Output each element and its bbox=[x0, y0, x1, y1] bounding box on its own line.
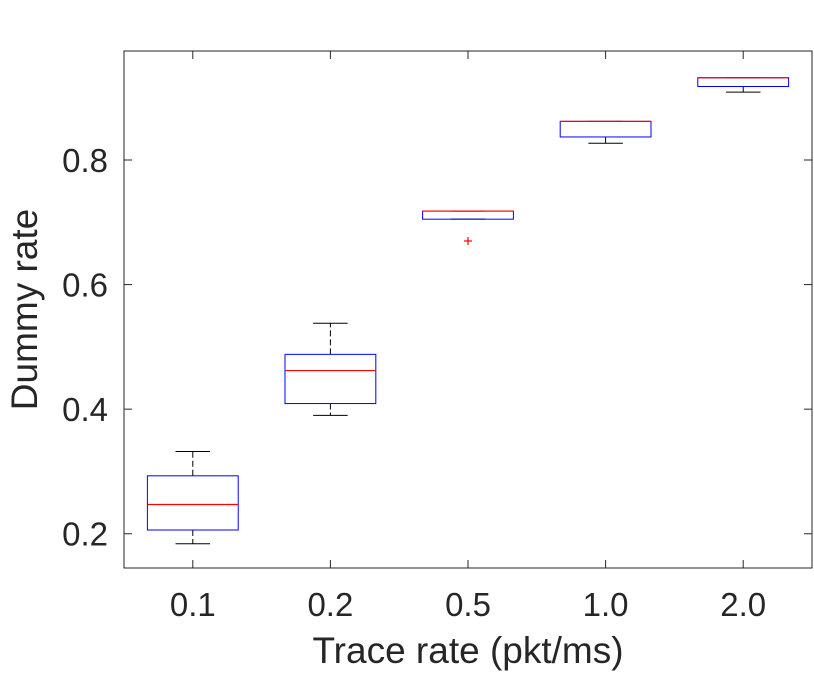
box-iqr bbox=[422, 210, 514, 220]
box-group-1.0 bbox=[559, 120, 652, 144]
x-tick-label: 0.1 bbox=[170, 586, 216, 623]
x-tick-label: 0.2 bbox=[307, 586, 353, 623]
y-tick-label: 0.8 bbox=[62, 142, 108, 179]
x-axis-label: Trace rate (pkt/ms) bbox=[312, 630, 623, 671]
outlier-point bbox=[464, 236, 472, 245]
box-group-0.2 bbox=[284, 322, 377, 416]
box-iqr bbox=[284, 353, 377, 405]
y-tick-label: 0.2 bbox=[62, 516, 108, 553]
box-group-0.5 bbox=[422, 210, 514, 245]
x-tick-label: 1.0 bbox=[583, 586, 629, 623]
box-iqr bbox=[697, 77, 790, 88]
box-group-2.0 bbox=[697, 77, 790, 93]
x-tick-label: 2.0 bbox=[720, 586, 766, 623]
x-tick-label: 0.5 bbox=[445, 586, 491, 623]
plot-marks bbox=[146, 77, 790, 545]
axes-frame bbox=[123, 50, 813, 569]
y-axis-label: Dummy rate bbox=[4, 209, 45, 410]
box-iqr bbox=[146, 475, 239, 531]
box-group-0.1 bbox=[146, 451, 239, 545]
axis-ticks: 0.1 0.2 0.5 1.0 2.0 0.2 0.4 0.6 0.8 bbox=[62, 51, 812, 623]
y-tick-label: 0.6 bbox=[62, 267, 108, 304]
box-iqr bbox=[559, 120, 652, 138]
y-tick-label: 0.4 bbox=[62, 391, 108, 428]
